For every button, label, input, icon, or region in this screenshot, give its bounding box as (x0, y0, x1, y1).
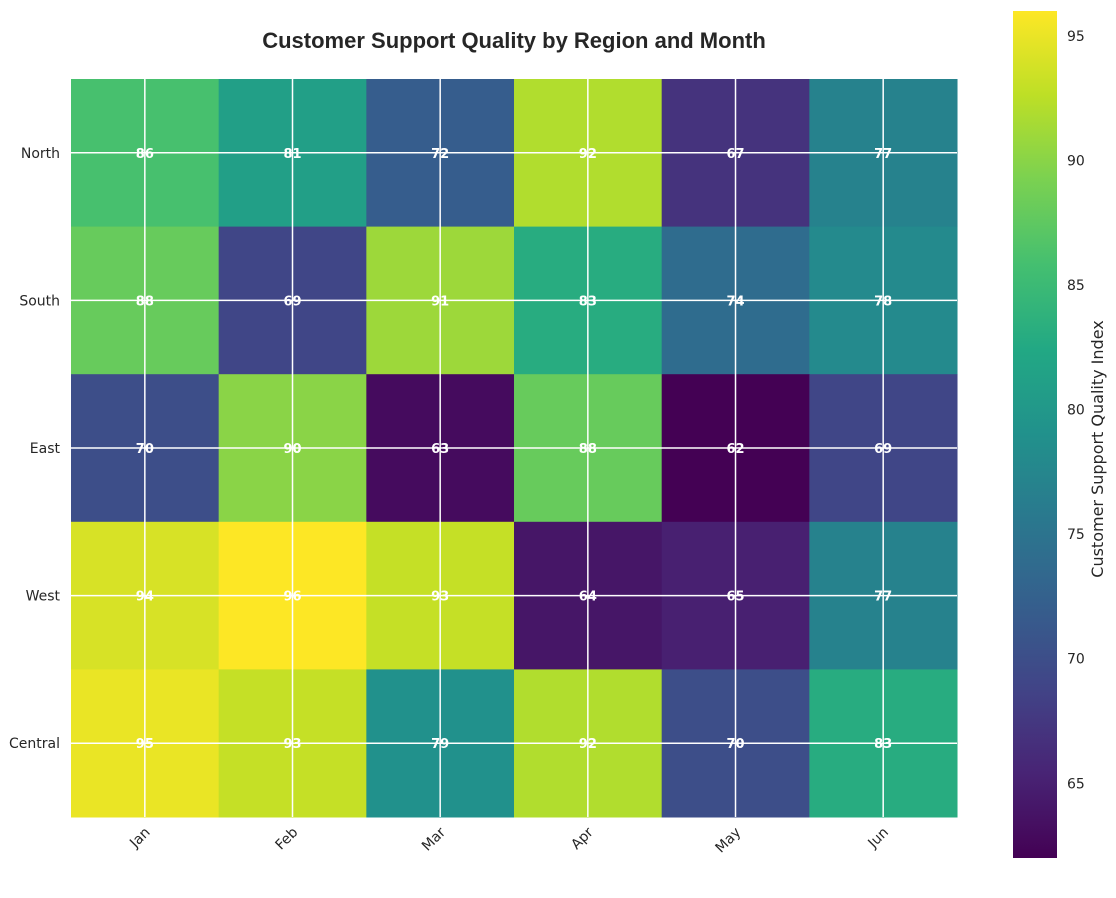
cell-value-label: 88 (136, 294, 154, 309)
cell-value-label: 95 (136, 737, 154, 752)
cell-value-label: 65 (726, 590, 744, 605)
chart-title: Customer Support Quality by Region and M… (262, 28, 766, 53)
colorbar-label: Customer Support Quality Index (1088, 320, 1107, 577)
x-tick-label: May (713, 825, 745, 857)
y-tick-label: West (26, 589, 61, 605)
x-tick-label: Jan (126, 825, 153, 852)
colorbar-tick-label: 75 (1067, 527, 1085, 543)
gridlines (71, 79, 958, 817)
cell-value-label: 67 (726, 147, 744, 162)
cell-value-label: 94 (136, 590, 154, 605)
cell-value-label: 77 (874, 590, 892, 605)
cell-value-label: 62 (726, 442, 744, 457)
y-tick-label: East (30, 441, 61, 457)
x-tick-label: Apr (568, 824, 597, 853)
colorbar-tick-label: 90 (1067, 153, 1085, 169)
cell-value-label: 90 (283, 442, 301, 457)
cell-value-labels: 86 81 72 92 67 77 88 69 91 83 74 78 70 90 63 88 62 69 94 96… (136, 147, 892, 752)
cell-value-label: 93 (431, 590, 449, 605)
colorbar-tick-label: 95 (1067, 29, 1085, 45)
cell-value-label: 70 (726, 737, 744, 752)
cell-value-label: 63 (431, 442, 449, 457)
y-tick-label: Central (9, 736, 60, 752)
colorbar-tick-label: 70 (1067, 652, 1085, 668)
cell-value-label: 70 (136, 442, 154, 457)
y-axis-tick-labels: North South East West Central (9, 146, 60, 752)
cell-value-label: 96 (283, 590, 301, 605)
cell-value-label: 69 (874, 442, 892, 457)
y-tick-label: North (21, 146, 60, 162)
colorbar-tick-labels: 65 70 75 80 85 90 95 (1067, 29, 1085, 792)
cell-value-label: 92 (579, 737, 597, 752)
y-tick-label: South (19, 293, 60, 309)
cell-value-label: 79 (431, 737, 449, 752)
colorbar (1013, 11, 1057, 858)
cell-value-label: 92 (579, 147, 597, 162)
cell-value-label: 74 (726, 294, 744, 309)
cell-value-label: 83 (579, 294, 597, 309)
colorbar-tick-label: 80 (1067, 403, 1085, 419)
colorbar-tick-label: 85 (1067, 278, 1085, 294)
cell-value-label: 93 (283, 737, 301, 752)
cell-value-label: 72 (431, 147, 449, 162)
x-tick-label: Mar (419, 824, 449, 854)
x-tick-label: Feb (272, 824, 301, 853)
x-axis-tick-labels: Jan Feb Mar Apr May Jun (126, 824, 892, 856)
cell-value-label: 91 (431, 294, 449, 309)
cell-value-label: 83 (874, 737, 892, 752)
cell-value-label: 81 (283, 147, 301, 162)
colorbar-tick-label: 65 (1067, 776, 1085, 792)
cell-value-label: 77 (874, 147, 892, 162)
cell-value-label: 64 (579, 590, 597, 605)
cell-value-label: 69 (283, 294, 301, 309)
cell-value-label: 86 (136, 147, 154, 162)
cell-value-label: 88 (579, 442, 597, 457)
cell-value-label: 78 (874, 294, 892, 309)
x-tick-label: Jun (865, 825, 892, 852)
